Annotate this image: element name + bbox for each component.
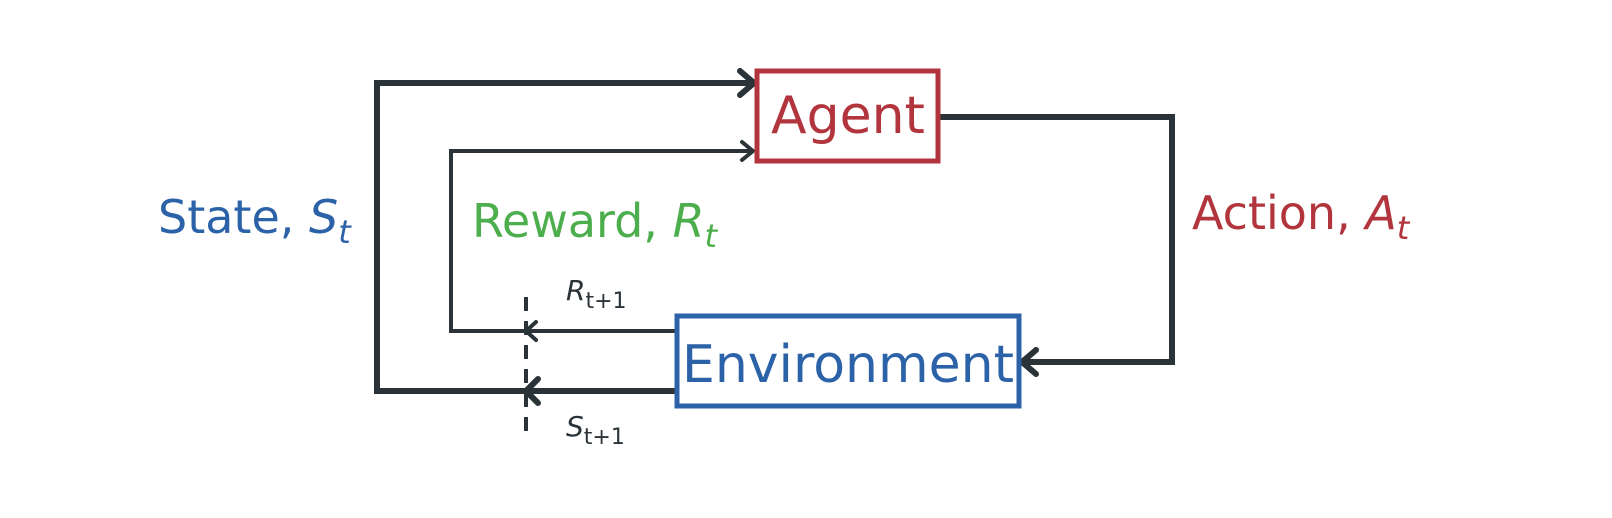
reward-arrowhead-icon bbox=[740, 140, 755, 162]
action-text: Action, bbox=[1192, 186, 1365, 240]
agent-box bbox=[754, 68, 941, 164]
next-reward-arrowhead-icon bbox=[524, 320, 538, 342]
state-symbol: S bbox=[309, 190, 338, 244]
next-state-subscript: t+1 bbox=[584, 425, 625, 450]
reward-loop-line bbox=[449, 149, 752, 333]
next-state-label: St+1 bbox=[566, 410, 625, 450]
next-reward-label: Rt+1 bbox=[566, 274, 627, 314]
action-line bbox=[940, 114, 1175, 365]
reward-subscript: t bbox=[705, 217, 719, 255]
environment-box bbox=[674, 313, 1022, 409]
next-state-symbol: S bbox=[566, 410, 584, 443]
action-label: Action, At bbox=[1192, 186, 1411, 247]
next-reward-symbol: R bbox=[566, 274, 585, 307]
next-reward-subscript: t+1 bbox=[585, 289, 626, 314]
action-symbol: A bbox=[1362, 186, 1396, 240]
reward-symbol: R bbox=[673, 194, 705, 248]
action-arrowhead-icon bbox=[1019, 347, 1039, 377]
state-label: State, St bbox=[158, 190, 352, 251]
reward-label: Reward, Rt bbox=[472, 194, 719, 255]
environment-label: Environment bbox=[682, 335, 1014, 395]
state-arrowhead-icon bbox=[737, 68, 757, 98]
action-subscript: t bbox=[1397, 209, 1411, 247]
reward-text: Reward, bbox=[472, 194, 673, 248]
state-subscript: t bbox=[338, 213, 352, 251]
next-state-arrowhead-icon bbox=[523, 376, 541, 406]
state-text: State, bbox=[158, 190, 309, 244]
agent-label: Agent bbox=[771, 86, 925, 146]
